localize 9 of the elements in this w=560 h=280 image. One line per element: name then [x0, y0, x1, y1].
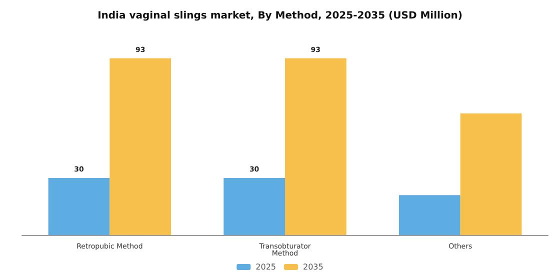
bar	[460, 113, 522, 235]
bar	[398, 195, 460, 235]
legend-label: 2025	[256, 262, 276, 272]
legend-label: 2035	[303, 262, 324, 272]
bar	[110, 58, 172, 235]
chart-title: India vaginal slings market, By Method, 2025-2035 (USD Million)	[98, 10, 462, 22]
bar	[48, 178, 110, 235]
bar	[285, 58, 346, 235]
bar	[224, 178, 285, 235]
